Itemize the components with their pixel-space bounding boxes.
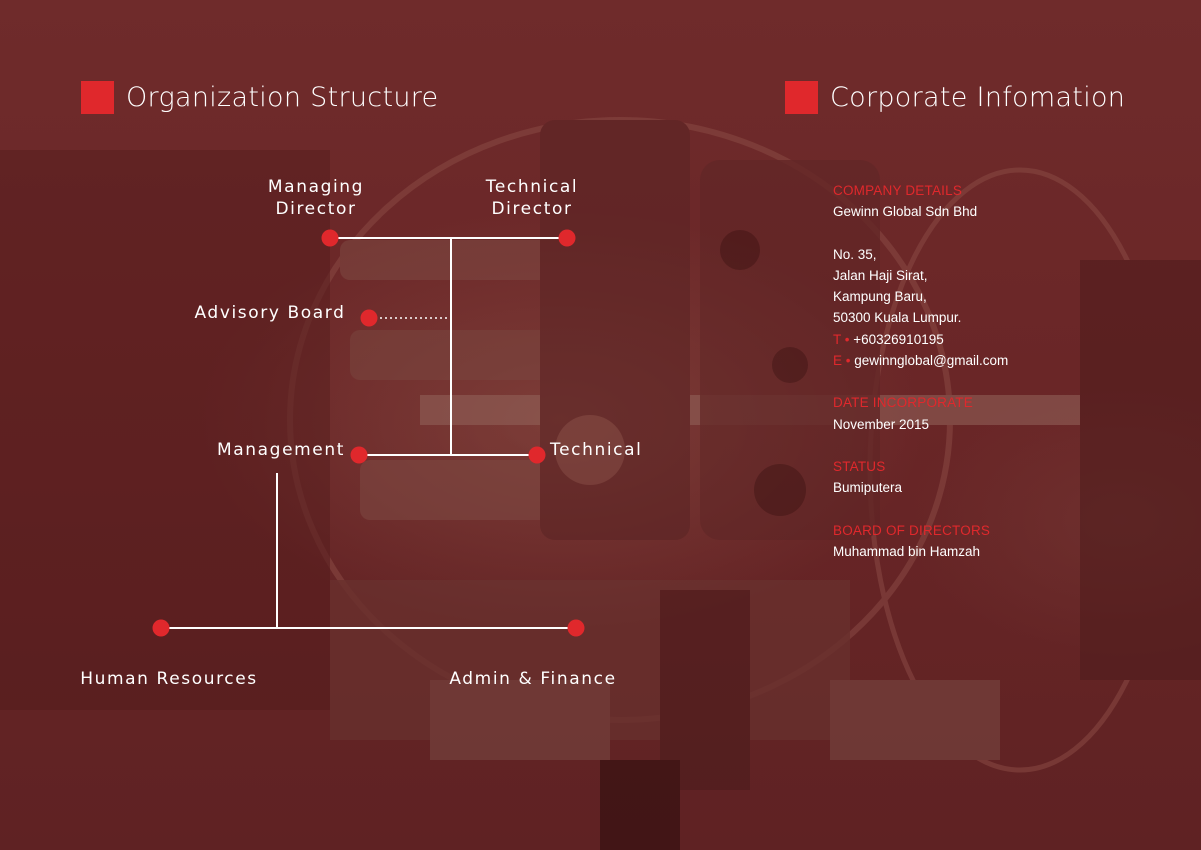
date-incorporate-label: DATE INCORPORATE	[833, 395, 973, 411]
address-line: Kampung Baru,	[833, 289, 927, 305]
org-structure-heading: Organization Structure	[81, 81, 438, 114]
label-human-resources: Human Resources	[80, 669, 258, 689]
label-technical-director: Technical Director	[485, 177, 579, 219]
label-admin-finance: Admin & Finance	[449, 669, 617, 689]
status-value: Bumiputera	[833, 480, 903, 496]
node-dot-human-resources	[152, 619, 170, 637]
bullet-icon: •	[842, 353, 855, 369]
node-dot-management	[350, 446, 368, 464]
corporate-info-heading: Corporate Infomation	[785, 81, 1125, 114]
label-managing-director: Managing Director	[267, 177, 365, 219]
company-name: Gewinn Global Sdn Bhd	[833, 204, 978, 220]
node-dot-managing-director	[321, 229, 339, 247]
label-technical: Technical	[550, 440, 643, 460]
board-of-directors-value: Muhammad bin Hamzah	[833, 543, 981, 559]
red-square-icon	[785, 81, 818, 114]
address-line: No. 35,	[833, 246, 877, 262]
node-dot-advisory-board	[360, 309, 378, 327]
org-structure-title: Organization Structure	[126, 82, 439, 113]
label-advisory-board: Advisory Board	[194, 303, 346, 323]
bullet-icon: •	[841, 331, 854, 347]
address-line: Jalan Haji Sirat,	[833, 267, 928, 283]
phone-number: +60326910195	[853, 331, 944, 347]
phone-row: T • +60326910195	[833, 329, 1163, 350]
corporate-info-title: Corporate Infomation	[830, 82, 1126, 113]
email-address: gewinnglobal@gmail.com	[854, 353, 1009, 369]
corporate-info-block: COMPANY DETAILS Gewinn Global Sdn Bhd No…	[833, 180, 1163, 562]
label-management: Management	[217, 440, 345, 460]
board-of-directors-label: BOARD OF DIRECTORS	[833, 522, 991, 538]
address-line: 50300 Kuala Lumpur.	[833, 310, 962, 326]
email-prefix: E	[833, 353, 843, 369]
status-label: STATUS	[833, 458, 886, 474]
phone-prefix: T	[833, 331, 842, 347]
email-row: E • gewinnglobal@gmail.com	[833, 350, 1163, 371]
date-incorporate-value: November 2015	[833, 416, 930, 432]
node-dot-technical	[528, 446, 546, 464]
red-square-icon	[81, 81, 114, 114]
node-dot-admin-finance	[567, 619, 585, 637]
company-details-label: COMPANY DETAILS	[833, 183, 963, 198]
node-dot-technical-director	[558, 229, 576, 247]
